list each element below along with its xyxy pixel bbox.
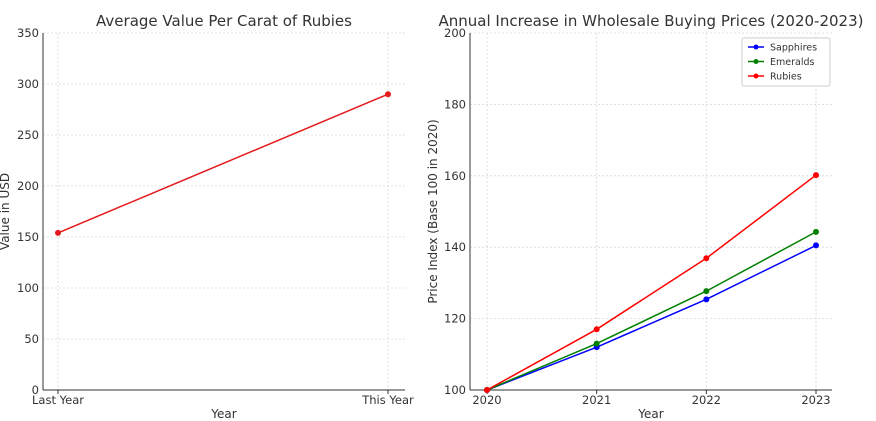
y-tick-label: 200 (444, 26, 466, 40)
data-point (55, 229, 61, 236)
y-tick-label: 100 (17, 281, 39, 295)
data-point (703, 296, 710, 303)
y-axis-label: Value in USD (0, 173, 12, 250)
data-point (703, 288, 710, 295)
chart-title: Average Value Per Carat of Rubies (96, 12, 352, 30)
series-line-emeralds (486, 231, 817, 391)
legend-marker (753, 73, 759, 79)
chart-0: 0 50 100 150 200 250 300 350 Last Year This Year A… (0, 12, 414, 421)
y-tick-label: 0 (32, 383, 39, 397)
series-line (57, 93, 389, 234)
y-tick-label: 120 (444, 312, 466, 326)
x-tick-label: Last Year (32, 393, 84, 407)
legend-label: Sapphires (770, 43, 817, 54)
chart-1: 100 120 140 160 180 200 2020 2021 2022 2023 Annual… (426, 12, 863, 421)
legend-label: Emeralds (770, 57, 814, 68)
data-point (813, 242, 819, 249)
data-point (703, 255, 710, 262)
y-tick-label: 50 (24, 332, 39, 346)
y-tick-label: 250 (17, 128, 39, 142)
legend-label: Rubies (770, 72, 802, 83)
x-tick-label: 2023 (801, 393, 830, 407)
data-point (593, 340, 600, 347)
chart-title: Annual Increase in Wholesale Buying Pric… (439, 12, 864, 30)
data-point (813, 228, 819, 235)
legend-box (741, 37, 831, 87)
x-tick-label: This Year (361, 393, 414, 407)
x-axis-label: Year (637, 407, 663, 421)
y-tick-label: 300 (17, 77, 39, 91)
data-point (385, 91, 391, 98)
y-tick-label: 160 (444, 169, 466, 183)
data-point (484, 387, 490, 393)
y-tick-label: 200 (17, 179, 39, 193)
legend-marker (753, 44, 759, 50)
x-tick-label: 2022 (692, 393, 721, 407)
legend-marker (753, 59, 759, 64)
data-point (813, 172, 819, 179)
y-tick-label: 140 (444, 240, 466, 254)
y-tick-label: 150 (17, 230, 39, 244)
y-tick-label: 180 (444, 97, 466, 111)
x-tick-label: 2020 (472, 393, 501, 407)
y-tick-label: 350 (17, 26, 39, 40)
y-axis-label: Price Index (Base 100 in 2020) (426, 119, 440, 303)
y-tick-label: 100 (444, 383, 466, 397)
x-tick-label: 2021 (582, 393, 611, 407)
data-point (593, 326, 600, 333)
x-axis-label: Year (210, 407, 236, 421)
series-line-sapphires (486, 244, 817, 391)
series-line-rubies (486, 174, 817, 391)
